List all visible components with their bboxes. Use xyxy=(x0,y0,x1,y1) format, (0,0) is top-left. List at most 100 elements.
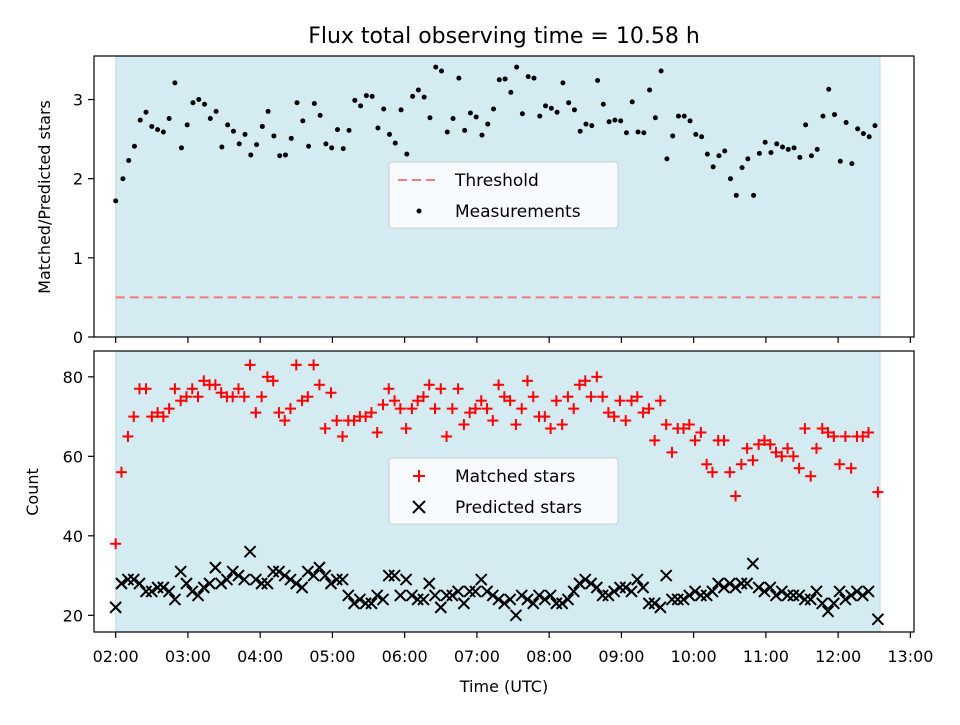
measurement-point xyxy=(693,131,699,137)
matched-star-point xyxy=(504,395,516,407)
matched-star-point xyxy=(406,403,418,415)
matched-star-point xyxy=(383,383,395,395)
top-y-tick-label: 0 xyxy=(73,328,83,347)
matched-star-point xyxy=(683,419,695,431)
matched-star-point xyxy=(493,379,505,391)
measurement-point xyxy=(843,119,849,125)
measurement-point xyxy=(647,87,653,93)
predicted-star-point xyxy=(752,581,765,594)
measurement-point xyxy=(774,141,780,147)
measurement-point xyxy=(762,139,768,145)
measurement-point xyxy=(537,113,543,119)
matched-star-point xyxy=(626,395,638,407)
bottom-y-tick-label: 80 xyxy=(63,368,83,387)
measurement-point xyxy=(202,101,208,107)
matched-star-point xyxy=(227,391,239,403)
predicted-star-point xyxy=(700,589,713,602)
matched-star-point xyxy=(857,430,869,442)
measurement-point xyxy=(137,117,143,123)
matched-star-point xyxy=(232,383,244,395)
measurement-point xyxy=(618,118,624,124)
measurement-point xyxy=(658,68,664,74)
predicted-star-point xyxy=(324,577,338,590)
measurement-point xyxy=(635,129,641,135)
legend-threshold-label: Threshold xyxy=(454,171,539,191)
predicted-star-point xyxy=(336,573,349,586)
predicted-star-point xyxy=(844,589,858,602)
measurement-point xyxy=(456,75,462,81)
matched-star-point xyxy=(805,470,817,482)
measurement-point xyxy=(849,161,855,167)
bottom-y-ticks: 20 40 60 80 xyxy=(63,368,94,625)
predicted-star-point xyxy=(515,589,528,602)
measurement-point xyxy=(172,80,178,86)
predicted-star-point xyxy=(561,593,575,606)
matched-star-point xyxy=(371,426,383,438)
matched-star-point xyxy=(735,458,747,470)
predicted-star-point xyxy=(307,569,320,582)
measurement-point xyxy=(502,76,508,82)
matched-star-point xyxy=(290,359,302,371)
measurement-point xyxy=(860,131,866,137)
predicted-star-point xyxy=(555,597,569,610)
measurement-point xyxy=(143,109,149,115)
matched-star-point xyxy=(469,403,481,415)
matched-star-point xyxy=(527,391,539,403)
predicted-star-point xyxy=(648,597,661,610)
measurement-point xyxy=(675,113,681,119)
measurement-point xyxy=(131,143,137,149)
predicted-star-point xyxy=(856,589,869,602)
predicted-star-point xyxy=(475,573,488,586)
bottom-y-axis-label: Count xyxy=(23,468,42,516)
matched-star-point xyxy=(238,391,250,403)
matched-star-point xyxy=(423,379,435,391)
matched-star-point xyxy=(267,375,279,387)
matched-star-point xyxy=(319,423,331,435)
top-legend: Threshold Measurements xyxy=(388,161,619,229)
predicted-star-point xyxy=(255,577,268,590)
predicted-star-point xyxy=(209,561,222,574)
predicted-star-point xyxy=(683,589,696,602)
matched-star-point xyxy=(348,415,360,427)
measurement-point xyxy=(155,127,161,133)
measurement-point xyxy=(467,110,473,116)
predicted-star-point xyxy=(162,585,176,598)
predicted-star-point xyxy=(382,569,395,582)
measurement-point xyxy=(306,143,312,149)
measurement-point xyxy=(820,113,826,119)
predicted-star-point xyxy=(394,589,407,602)
matched-star-point xyxy=(157,411,169,423)
predicted-star-point xyxy=(266,565,280,578)
predicted-star-point xyxy=(330,573,343,586)
matched-star-point xyxy=(429,403,441,415)
predicted-star-point xyxy=(197,581,211,594)
matched-star-point xyxy=(313,379,325,391)
predicted-star-point xyxy=(301,565,315,578)
matched-star-point xyxy=(435,383,447,395)
matched-star-point xyxy=(475,395,487,407)
measurement-point xyxy=(571,107,577,113)
predicted-star-point xyxy=(792,589,806,602)
predicted-star-point xyxy=(486,589,500,602)
predicted-star-point xyxy=(613,581,627,594)
measurement-point xyxy=(160,129,166,135)
measurement-point xyxy=(113,198,119,204)
predicted-star-point xyxy=(203,577,216,590)
matched-star-point xyxy=(215,387,227,399)
predicted-star-point xyxy=(827,597,841,610)
measurement-point xyxy=(525,74,531,80)
measurement-point xyxy=(271,133,277,139)
measurement-point xyxy=(340,146,346,152)
predicted-star-point xyxy=(804,593,817,606)
predicted-star-point xyxy=(798,593,812,606)
measurement-point xyxy=(583,121,589,127)
x-tick-label: 11:00 xyxy=(743,647,789,666)
matched-star-point xyxy=(441,430,453,442)
matched-star-point xyxy=(839,430,851,442)
predicted-star-point xyxy=(688,585,702,598)
measurement-point xyxy=(780,144,786,150)
matched-star-point xyxy=(360,411,372,423)
measurement-point xyxy=(358,103,364,109)
predicted-star-point xyxy=(527,597,540,610)
measurement-point xyxy=(219,144,225,150)
